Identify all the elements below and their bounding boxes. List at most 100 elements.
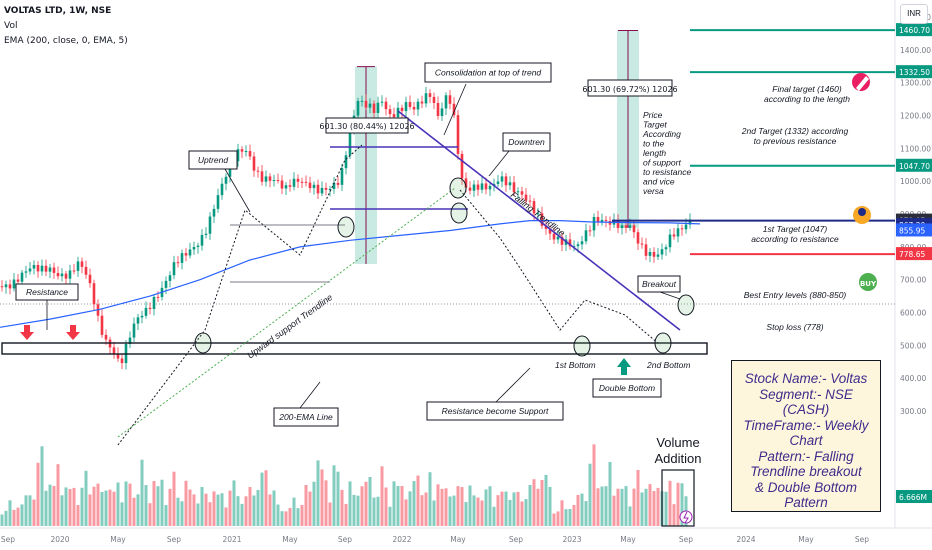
candle-body [316, 184, 320, 194]
volume-bar [124, 481, 128, 526]
candle-body [188, 249, 192, 256]
x-tick-label: Sep [679, 535, 693, 544]
price-label-tag [896, 490, 932, 503]
volume-bar [292, 497, 296, 526]
candle-body [288, 185, 292, 187]
measure-label-box [587, 79, 673, 97]
volume-indicator-label[interactable]: Vol [4, 21, 18, 31]
volume-bar [296, 508, 300, 526]
candle-body [140, 315, 144, 318]
candle-body [128, 337, 132, 344]
volume-bar [496, 495, 500, 526]
double-bottom-label: Double Bottom [599, 383, 655, 393]
candle-body [512, 182, 516, 193]
x-tick-label: May [450, 535, 466, 544]
candle-body [600, 219, 604, 222]
price-target-text: Target [643, 120, 667, 130]
volume-bar [520, 501, 524, 526]
candle-body [168, 275, 172, 281]
volume-bar [160, 479, 164, 526]
volume-bar [256, 489, 260, 526]
volume-bar [500, 491, 504, 526]
volume-bar [584, 501, 588, 526]
candle-body [504, 176, 508, 186]
candle-body [100, 315, 104, 335]
candle-body [20, 272, 24, 282]
candle-body [524, 194, 528, 201]
candle-body [664, 247, 668, 250]
y-tick-label: 1300.00 [900, 79, 931, 88]
volume-bar [156, 486, 160, 526]
candle-body [28, 268, 32, 272]
volume-bar [212, 491, 216, 526]
candle-body [580, 241, 584, 245]
candle-body [84, 266, 88, 275]
candle-body [408, 102, 412, 107]
volume-bar [104, 490, 108, 526]
candle-body [468, 187, 472, 191]
candle-body [324, 187, 328, 190]
volume-bar [664, 491, 668, 526]
uptrend-label: Uptrend [198, 155, 229, 165]
volume-bar [616, 488, 620, 526]
candle-body [452, 103, 456, 116]
candle-body [484, 183, 488, 190]
candle-body [252, 156, 256, 171]
candle-body [380, 101, 384, 103]
volume-bar [276, 504, 280, 526]
candle-body [516, 191, 520, 193]
x-tick-label: 2021 [222, 535, 241, 544]
volume-bar [312, 481, 316, 526]
price-label-text: 6.666M [899, 493, 927, 502]
volume-bar [568, 508, 572, 526]
price-label-tag [896, 65, 932, 79]
buy-icon [859, 273, 877, 291]
volume-bar [536, 488, 540, 526]
candle-body [588, 230, 592, 232]
candle-body [424, 93, 428, 104]
candle-body [540, 213, 544, 226]
lightning-icon [679, 510, 693, 524]
first-target-sub: according to resistance [751, 234, 839, 244]
volume-bar [680, 483, 684, 526]
volume-bar [192, 494, 196, 526]
volume-bar [72, 487, 76, 526]
candle-body [76, 261, 80, 271]
volume-bar [8, 500, 12, 526]
currency-button[interactable]: INR [900, 4, 928, 24]
volume-bar [228, 490, 232, 526]
consolidation-box [424, 62, 552, 83]
x-tick-label: 2023 [562, 535, 581, 544]
price-label-tag [896, 223, 932, 237]
volume-bar [248, 487, 252, 526]
volume-bar [132, 497, 136, 526]
volume-bar [580, 493, 584, 526]
volume-bar [484, 489, 488, 526]
volume-bar [440, 488, 444, 526]
volume-bar [352, 494, 356, 526]
volume-bar [556, 511, 560, 526]
resistance-arrow-icon [66, 332, 80, 340]
volume-bar [76, 505, 80, 526]
volume-layer [0, 444, 688, 526]
candle-body [560, 236, 564, 245]
candle-body [12, 279, 16, 289]
callout-line [495, 367, 531, 403]
candle-body [40, 265, 44, 272]
volume-bar [272, 490, 276, 526]
volume-bar [80, 487, 84, 526]
x-tick-label: May [620, 535, 636, 544]
volume-bar [388, 506, 392, 526]
candle-body [368, 103, 372, 108]
ema-indicator-label[interactable]: EMA (200, close, 0, EMA, 5) [4, 36, 128, 46]
volume-bar [504, 491, 508, 526]
candle-body [628, 225, 632, 228]
support-zone-box [1, 342, 708, 355]
x-tick-label: Sep [338, 535, 352, 544]
x-tick-label: 2022 [392, 535, 411, 544]
candle-body [32, 264, 36, 269]
candle-body [220, 183, 224, 196]
price-label-text: 1460.70 [899, 26, 930, 35]
volume-bar [544, 475, 548, 526]
